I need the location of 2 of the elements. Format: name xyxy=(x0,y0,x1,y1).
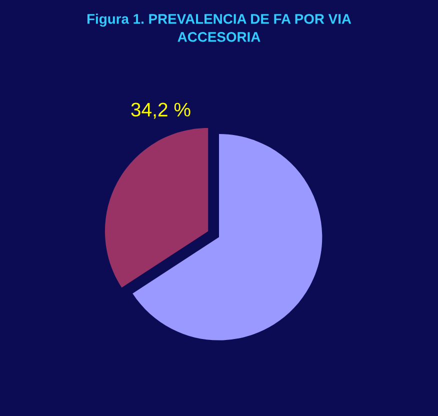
data-label: 34,2 % xyxy=(131,102,190,119)
chart-title: Figura 1. PREVALENCIA DE FA POR VIA ACCESORIA xyxy=(87,14,352,42)
